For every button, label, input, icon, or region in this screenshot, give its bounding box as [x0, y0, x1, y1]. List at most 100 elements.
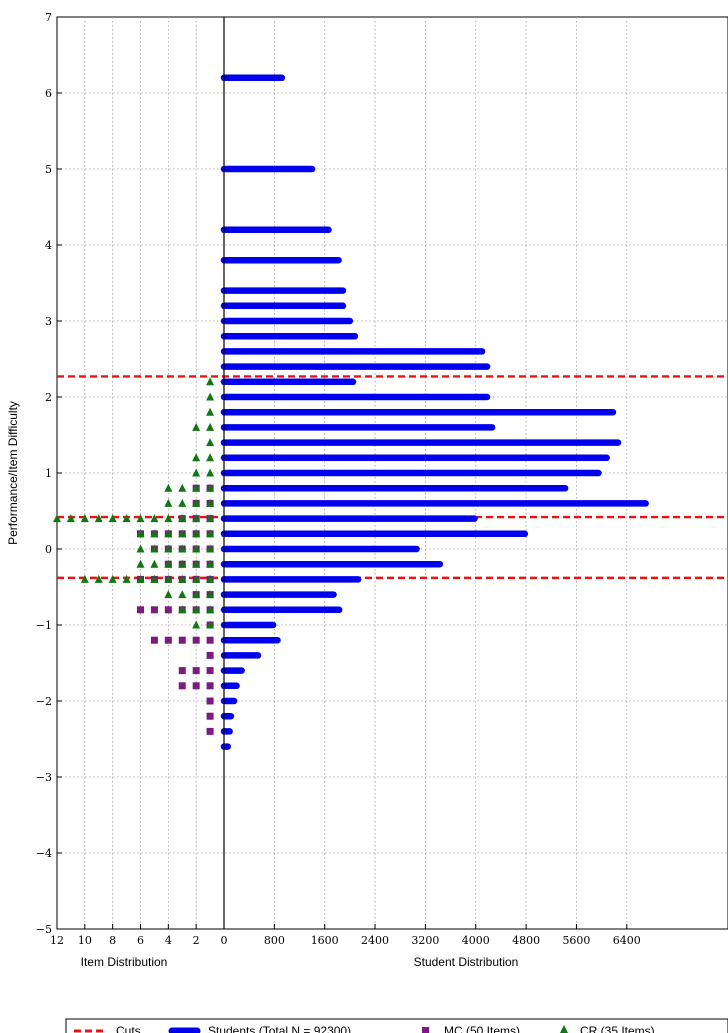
cr-item-marker	[136, 544, 145, 553]
x-tick-label-students: 3200	[411, 934, 439, 947]
cr-item-marker	[178, 514, 187, 523]
mc-layer	[137, 484, 214, 735]
mc-item-marker	[192, 682, 200, 690]
cr-item-marker	[164, 559, 173, 568]
cr-item-marker	[206, 422, 215, 431]
mc-item-marker	[206, 727, 214, 735]
cr-item-marker	[206, 377, 215, 386]
y-tick-label: −5	[36, 923, 52, 936]
cr-item-marker	[206, 574, 215, 583]
cr-item-marker	[150, 514, 159, 523]
cr-item-marker	[136, 559, 145, 568]
cr-item-marker	[192, 514, 201, 523]
cr-item-marker	[206, 392, 215, 401]
cr-item-marker	[150, 544, 159, 553]
legend-mc-label: MC (50 Items)	[444, 1024, 520, 1033]
legend-cr-swatch	[560, 1025, 568, 1033]
cr-item-marker	[206, 605, 215, 614]
cr-item-marker	[206, 407, 215, 416]
legend-cr-label: CR (35 Items)	[580, 1024, 655, 1033]
cr-item-marker	[206, 559, 215, 568]
cr-item-marker	[178, 529, 187, 538]
cr-item-marker	[164, 590, 173, 599]
cr-item-marker	[206, 468, 215, 477]
cr-item-marker	[164, 574, 173, 583]
y-axis-label: Performance/Item Difficulty	[6, 401, 20, 545]
cr-item-marker	[53, 514, 61, 523]
mc-item-marker	[206, 697, 214, 705]
cr-item-marker	[66, 514, 75, 523]
cr-item-marker	[206, 483, 215, 492]
cr-item-marker	[206, 514, 215, 523]
mc-item-marker	[192, 636, 200, 644]
cr-item-marker	[150, 529, 159, 538]
cr-item-marker	[178, 590, 187, 599]
cr-item-marker	[206, 544, 215, 553]
cr-item-marker	[136, 574, 145, 583]
cr-item-marker	[122, 574, 131, 583]
cr-item-marker	[206, 590, 215, 599]
cr-item-marker	[136, 529, 145, 538]
cr-item-marker	[108, 514, 117, 523]
mc-item-marker	[206, 636, 214, 644]
x-tick-label-students: 800	[264, 934, 285, 947]
cr-item-marker	[192, 422, 201, 431]
y-tick-label: 0	[45, 543, 52, 556]
mc-item-marker	[150, 606, 158, 614]
mc-item-marker	[178, 682, 186, 690]
cr-item-marker	[178, 483, 187, 492]
cr-item-marker	[178, 498, 187, 507]
cr-item-marker	[192, 453, 201, 462]
y-tick-label: 7	[45, 11, 52, 24]
cr-item-marker	[94, 514, 103, 523]
y-tick-label: −4	[36, 847, 52, 860]
mc-item-marker	[206, 651, 214, 659]
mc-item-marker	[206, 667, 214, 675]
x-tick-label-students: 2400	[361, 934, 389, 947]
mc-item-marker	[178, 667, 186, 675]
x-axis-label-students: Student Distribution	[414, 955, 519, 969]
cr-item-marker	[192, 529, 201, 538]
cr-item-marker	[80, 514, 89, 523]
x-tick-label-students: 6400	[613, 934, 641, 947]
cr-item-marker	[192, 574, 201, 583]
cr-item-marker	[164, 514, 173, 523]
cr-item-marker	[192, 590, 201, 599]
legend: Cuts Students (Total N = 92300) MC (50 I…	[65, 1018, 728, 1033]
cr-item-marker	[192, 483, 201, 492]
cr-item-marker	[164, 529, 173, 538]
mc-item-marker	[206, 712, 214, 720]
cr-layer	[53, 377, 215, 629]
legend-mc-swatch	[422, 1027, 429, 1033]
cr-item-marker	[164, 498, 173, 507]
cr-item-marker	[94, 574, 103, 583]
x-tick-label-students: 4800	[512, 934, 540, 947]
cr-item-marker	[178, 544, 187, 553]
y-tick-label: 1	[45, 467, 52, 480]
cr-item-marker	[192, 605, 201, 614]
legend-students-label: Students (Total N = 92300)	[208, 1024, 351, 1033]
x-tick-label-students: 0	[221, 934, 228, 947]
cr-item-marker	[206, 438, 215, 447]
x-tick-label-items: 4	[165, 934, 172, 947]
mc-item-marker	[206, 682, 214, 690]
x-tick-label-students: 1600	[311, 934, 339, 947]
cr-item-marker	[178, 605, 187, 614]
mc-item-marker	[192, 667, 200, 675]
cr-item-marker	[150, 559, 159, 568]
x-tick-label-items: 12	[50, 934, 64, 947]
cr-item-marker	[108, 574, 117, 583]
cr-item-marker	[192, 620, 201, 629]
cr-item-marker	[192, 559, 201, 568]
cr-item-marker	[206, 453, 215, 462]
y-tick-label: −2	[36, 695, 52, 708]
mc-item-marker	[150, 636, 158, 644]
cr-item-marker	[164, 544, 173, 553]
cr-item-marker	[206, 529, 215, 538]
cr-item-marker	[192, 498, 201, 507]
x-tick-label-items: 10	[78, 934, 92, 947]
y-tick-label: −3	[36, 771, 52, 784]
y-tick-label: 5	[45, 163, 52, 176]
